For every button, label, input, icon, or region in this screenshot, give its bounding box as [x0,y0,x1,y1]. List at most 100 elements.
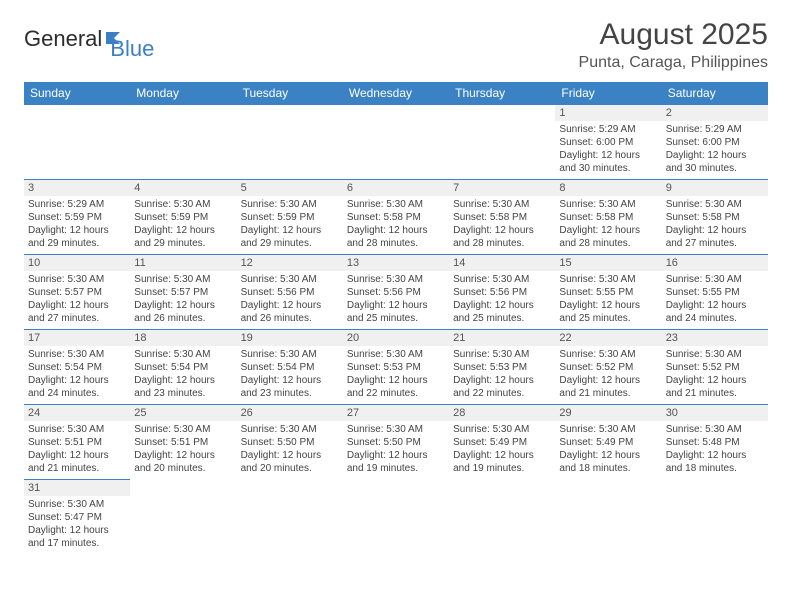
sunset-text: Sunset: 5:52 PM [666,361,764,374]
daylight-text: and 24 minutes. [28,387,126,400]
calendar-cell [130,480,236,555]
day-details: Sunrise: 5:30 AMSunset: 5:52 PMDaylight:… [555,346,661,404]
sunset-text: Sunset: 5:49 PM [453,436,551,449]
day-number: 11 [130,255,236,271]
sunrise-text: Sunrise: 5:30 AM [28,423,126,436]
daylight-text: Daylight: 12 hours [559,149,657,162]
calendar-week-row: 31Sunrise: 5:30 AMSunset: 5:47 PMDayligh… [24,480,768,555]
daylight-text: and 29 minutes. [134,237,232,250]
sunset-text: Sunset: 5:58 PM [347,211,445,224]
calendar-cell: 11Sunrise: 5:30 AMSunset: 5:57 PMDayligh… [130,255,236,330]
sunrise-text: Sunrise: 5:29 AM [559,123,657,136]
day-number: 23 [662,330,768,346]
daylight-text: Daylight: 12 hours [28,374,126,387]
daylight-text: Daylight: 12 hours [241,449,339,462]
sunset-text: Sunset: 6:00 PM [666,136,764,149]
day-details: Sunrise: 5:29 AMSunset: 6:00 PMDaylight:… [662,121,768,179]
sunset-text: Sunset: 6:00 PM [559,136,657,149]
logo-text-general: General [24,26,102,52]
daylight-text: and 27 minutes. [666,237,764,250]
daylight-text: and 28 minutes. [453,237,551,250]
calendar-cell [237,480,343,555]
daylight-text: Daylight: 12 hours [134,224,232,237]
calendar-cell [555,480,661,555]
day-number: 19 [237,330,343,346]
daylight-text: and 28 minutes. [559,237,657,250]
day-number: 28 [449,405,555,421]
daylight-text: Daylight: 12 hours [28,524,126,537]
day-number: 13 [343,255,449,271]
sunset-text: Sunset: 5:50 PM [241,436,339,449]
sunrise-text: Sunrise: 5:30 AM [28,498,126,511]
calendar-cell: 12Sunrise: 5:30 AMSunset: 5:56 PMDayligh… [237,255,343,330]
day-number: 21 [449,330,555,346]
calendar-cell: 5Sunrise: 5:30 AMSunset: 5:59 PMDaylight… [237,180,343,255]
calendar-cell: 6Sunrise: 5:30 AMSunset: 5:58 PMDaylight… [343,180,449,255]
daylight-text: and 25 minutes. [559,312,657,325]
day-number: 15 [555,255,661,271]
sunrise-text: Sunrise: 5:30 AM [241,423,339,436]
day-number: 4 [130,180,236,196]
calendar-cell: 27Sunrise: 5:30 AMSunset: 5:50 PMDayligh… [343,405,449,480]
day-details: Sunrise: 5:30 AMSunset: 5:51 PMDaylight:… [24,421,130,479]
daylight-text: Daylight: 12 hours [28,449,126,462]
calendar-table: SundayMondayTuesdayWednesdayThursdayFrid… [24,82,768,554]
days-of-week-row: SundayMondayTuesdayWednesdayThursdayFrid… [24,82,768,105]
day-details: Sunrise: 5:30 AMSunset: 5:49 PMDaylight:… [555,421,661,479]
calendar-week-row: 10 Sunrise: 5:30 AM Sunset: 5:57 PM Dayligh… [24,255,768,330]
day-number: 10 [24,255,130,271]
sunset-text: Sunset: 5:53 PM [453,361,551,374]
daylight-text: Daylight: 12 hours [347,449,445,462]
calendar-cell: 23Sunrise: 5:30 AMSunset: 5:52 PMDayligh… [662,330,768,405]
calendar-cell: 15Sunrise: 5:30 AMSunset: 5:55 PMDayligh… [555,255,661,330]
sunset-text: Sunset: 5:55 PM [666,286,764,299]
daylight-text: Daylight: 12 hours [666,374,764,387]
daylight-text: and 21 minutes. [559,387,657,400]
sunrise-text: Sunrise: 5:30 AM [559,348,657,361]
sunset-text: Sunset: 5:56 PM [453,286,551,299]
day-number: 30 [662,405,768,421]
day-details: Sunrise: 5:30 AMSunset: 5:51 PMDaylight:… [130,421,236,479]
day-details: Sunrise: 5:30 AMSunset: 5:48 PMDaylight:… [662,421,768,479]
daylight-text: and 30 minutes. [559,162,657,175]
daylight-text: Daylight: 12 hours [241,374,339,387]
day-header: Thursday [449,82,555,105]
daylight-text: Daylight: 12 hours [347,374,445,387]
day-number: 9 [662,180,768,196]
calendar-cell: 1 Sunrise: 5:29 AMSunset: 6:00 PMDaylight… [555,105,661,180]
month-title: August 2025 [579,18,768,52]
calendar-cell: 7Sunrise: 5:30 AMSunset: 5:58 PMDaylight… [449,180,555,255]
day-details: Sunrise: 5:30 AMSunset: 5:59 PMDaylight:… [130,196,236,254]
calendar-cell [662,480,768,555]
daylight-text: Daylight: 12 hours [28,299,126,312]
daylight-text: Daylight: 12 hours [453,299,551,312]
daylight-text: Daylight: 12 hours [559,374,657,387]
header: General Blue August 2025 Punta, Caraga, … [24,18,768,72]
daylight-text: and 28 minutes. [347,237,445,250]
day-details: Sunrise: 5:30 AMSunset: 5:53 PMDaylight:… [343,346,449,404]
day-details: Sunrise: 5:30 AMSunset: 5:56 PMDaylight:… [449,271,555,329]
day-details: Sunrise: 5:30 AMSunset: 5:54 PMDaylight:… [130,346,236,404]
daylight-text: Daylight: 12 hours [347,224,445,237]
calendar-cell: 8Sunrise: 5:30 AMSunset: 5:58 PMDaylight… [555,180,661,255]
daylight-text: and 19 minutes. [347,462,445,475]
sunset-text: Sunset: 5:59 PM [28,211,126,224]
sunset-text: Sunset: 5:57 PM [134,286,232,299]
day-details: Sunrise: 5:30 AMSunset: 5:59 PMDaylight:… [237,196,343,254]
daylight-text: Daylight: 12 hours [559,299,657,312]
sunset-text: Sunset: 5:58 PM [559,211,657,224]
day-details: Sunrise: 5:30 AMSunset: 5:55 PMDaylight:… [662,271,768,329]
calendar-cell: 9Sunrise: 5:30 AMSunset: 5:58 PMDaylight… [662,180,768,255]
daylight-text: Daylight: 12 hours [559,224,657,237]
sunrise-text: Sunrise: 5:30 AM [666,423,764,436]
sunrise-text: Sunrise: 5:30 AM [666,273,764,286]
calendar-cell [449,480,555,555]
daylight-text: and 30 minutes. [666,162,764,175]
calendar-cell: 21Sunrise: 5:30 AMSunset: 5:53 PMDayligh… [449,330,555,405]
day-number: 1 [555,105,661,121]
calendar-cell: 10Sunrise: 5:30 AMSunset: 5:57 PMDayligh… [24,255,130,330]
daylight-text: and 26 minutes. [241,312,339,325]
sunrise-text: Sunrise: 5:30 AM [666,198,764,211]
day-number: 22 [555,330,661,346]
daylight-text: and 23 minutes. [241,387,339,400]
